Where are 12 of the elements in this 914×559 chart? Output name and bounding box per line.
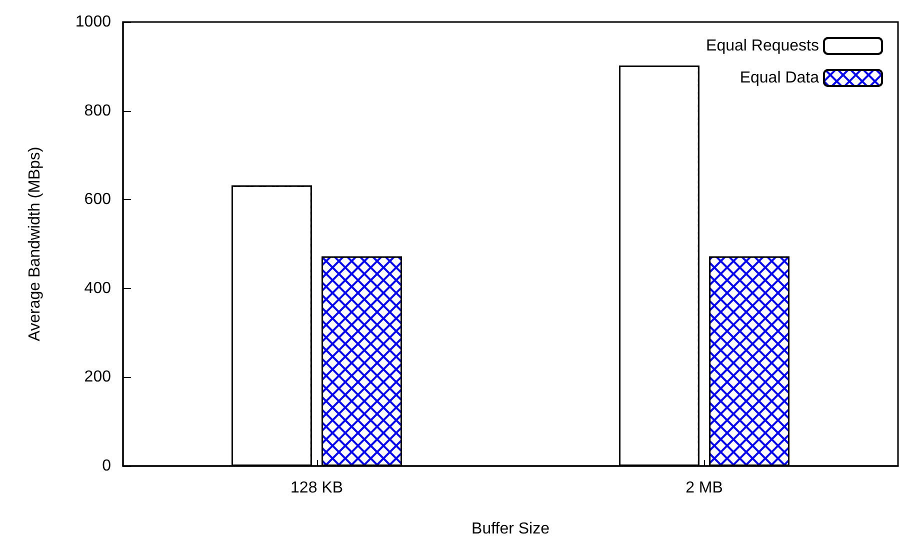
y-tick-label: 400: [84, 280, 112, 297]
legend-label: Equal Requests: [706, 38, 819, 54]
x-axis-title: Buffer Size: [472, 520, 550, 538]
y-axis-title: Average Bandwidth (MBps): [26, 146, 44, 342]
y-tick-label: 0: [102, 458, 112, 474]
y-tick-label: 800: [84, 102, 112, 120]
x-tick-label: 2 MB: [686, 480, 723, 496]
x-tick-label: 128 KB: [290, 480, 343, 496]
y-tick-label: 200: [84, 368, 112, 386]
y-tick-label: 600: [84, 191, 112, 208]
legend-label: Equal Data: [740, 70, 820, 86]
y-tick-label: 1000: [75, 14, 112, 30]
